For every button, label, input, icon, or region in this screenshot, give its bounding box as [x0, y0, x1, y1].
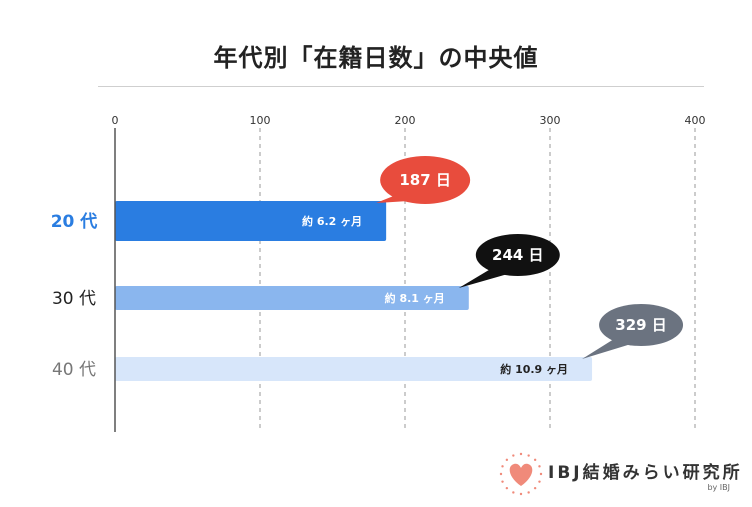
value-bubble: 329 日 — [582, 304, 684, 359]
chart-title: 年代別「在籍日数」の中央値 — [213, 44, 539, 72]
bar — [115, 201, 387, 241]
value-label: 329 日 — [615, 316, 667, 334]
bar — [115, 286, 469, 310]
bubble-body — [475, 234, 560, 276]
value-label: 244 日 — [492, 246, 544, 264]
logo-byline: by IBJ — [707, 483, 730, 492]
bar-label: 約 8.1 ヶ月 — [385, 291, 445, 305]
value-bubble: 187 日 — [376, 156, 471, 204]
x-tick-label: 400 — [685, 114, 706, 127]
value-bubble: 244 日 — [458, 234, 560, 288]
bar-chart: 0 100 200 300 400 20 代 約 6.2 ヶ月 30 代 約 8.1 ヶ月 40 … — [51, 114, 706, 432]
bar — [115, 357, 593, 381]
logo-text: IBJ結婚みらい研究所 — [548, 463, 743, 483]
heart-icon — [499, 452, 543, 496]
bar-label: 約 10.9 ヶ月 — [500, 362, 568, 376]
bubble-body — [599, 304, 684, 346]
category-label: 30 代 — [52, 289, 96, 309]
category-label: 20 代 — [51, 211, 98, 232]
title-divider — [98, 86, 704, 87]
x-tick-label: 100 — [250, 114, 271, 127]
x-tick-label: 200 — [395, 114, 416, 127]
category-label: 40 代 — [52, 360, 96, 380]
x-tick-label: 300 — [540, 114, 561, 127]
bar-label: 約 6.2 ヶ月 — [302, 214, 362, 228]
ibj-logo: IBJ結婚みらい研究所 by IBJ — [498, 452, 740, 496]
value-label: 187 日 — [399, 171, 451, 189]
bubble-body — [380, 156, 471, 204]
x-tick-label: 0 — [112, 114, 119, 127]
